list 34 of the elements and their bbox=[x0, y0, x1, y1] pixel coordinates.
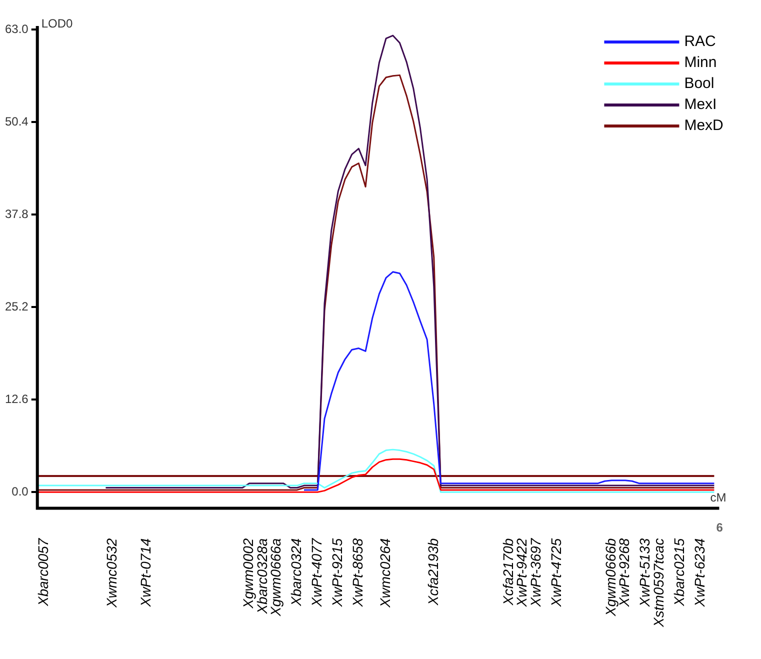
x-tick-label: XwPt-9215 bbox=[329, 538, 346, 608]
legend-label: MexI bbox=[684, 96, 717, 114]
x-tick-label: Xstm0597tcac bbox=[650, 538, 666, 628]
y-tick-label: 50.4 bbox=[4, 114, 29, 128]
x-tick-label: Xcfa2170b bbox=[500, 538, 516, 606]
y-tick-label: 12.6 bbox=[4, 392, 29, 406]
x-tick-label: Xwmc0264 bbox=[376, 538, 393, 609]
x-tick-label: XwPt-5133 bbox=[636, 538, 653, 608]
x-tick-label: Xgwm0666a bbox=[268, 538, 284, 618]
x-tick-label: Xgwm0666b bbox=[602, 538, 619, 618]
y-tick-label: 25.2 bbox=[4, 299, 29, 314]
legend-label: Minn bbox=[684, 54, 717, 72]
x-tick-label: XwPt-6234 bbox=[691, 538, 708, 608]
y-tick-label: 0.0 bbox=[12, 484, 29, 498]
x-tick-label: XwPt-8658 bbox=[350, 538, 366, 608]
x-tick-label: XwPt-4077 bbox=[308, 537, 325, 608]
x-tick-label: Xgwm0002 bbox=[240, 538, 256, 610]
legend-label: RAC bbox=[684, 33, 716, 50]
x-tick-label: Xwmc0532 bbox=[103, 538, 120, 609]
x-tick-label: XwPt-3697 bbox=[527, 537, 544, 608]
x-tick-label: Xbarc0324 bbox=[288, 538, 304, 608]
text: 6 bbox=[716, 520, 724, 535]
y-tick-label: 37.8 bbox=[4, 206, 29, 221]
legend-label: MexD bbox=[684, 117, 724, 134]
x-tick-label: Xbarc0057 bbox=[35, 537, 52, 608]
legend-label: Bool bbox=[684, 75, 714, 92]
x-tick-label: Xcfa2193b bbox=[424, 538, 441, 606]
x-tick-label: XwPt-4725 bbox=[548, 538, 564, 608]
x-tick-label: Xbarc0215 bbox=[670, 538, 687, 608]
y-axis-title: LOD0 bbox=[41, 16, 74, 30]
x-tick-label: XwPt-0714 bbox=[138, 538, 154, 608]
x-tick-label: XwPt-9422 bbox=[514, 538, 530, 608]
x-axis-title: cM bbox=[710, 490, 726, 505]
y-tick-label: 63.0 bbox=[4, 22, 29, 36]
